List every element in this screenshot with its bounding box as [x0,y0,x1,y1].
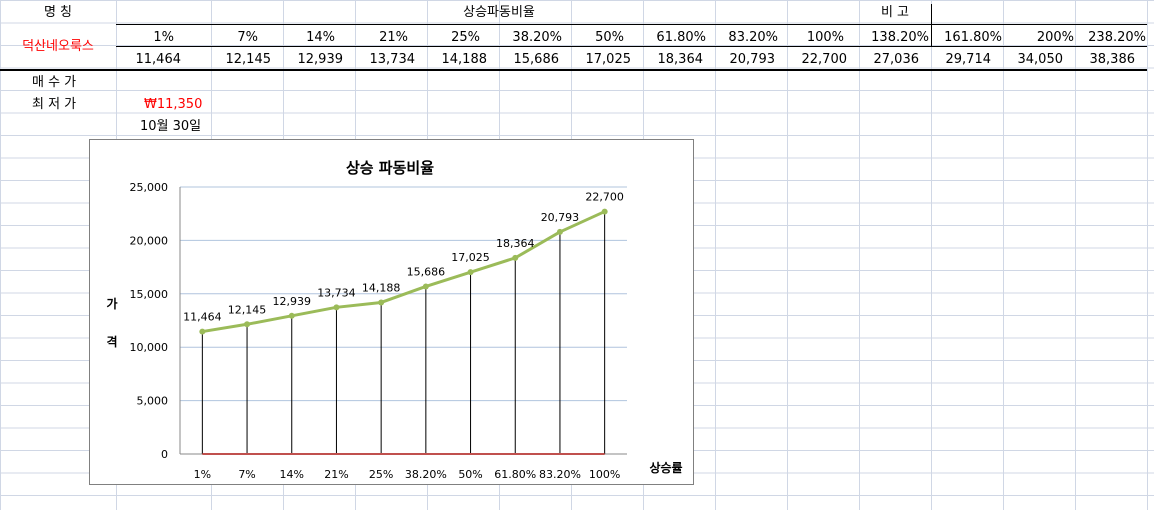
note-border [931,4,932,46]
ratio-cell[interactable]: 50% [595,30,624,45]
price-cell[interactable]: 22,700 [801,52,848,67]
ratio-cell[interactable]: 83.20% [728,30,778,45]
chart-title: 상승 파동비율 [346,159,434,177]
price-cell[interactable]: 29,714 [945,52,992,67]
ratio-cell[interactable]: 14% [306,30,335,45]
data-label: 12,145 [228,303,266,316]
price-cell[interactable]: 34,050 [1017,52,1064,67]
data-point [556,228,563,235]
y-tick-label: 15,000 [130,288,169,301]
ratio-cell[interactable]: 138.20% [871,30,929,45]
series-line [202,210,606,334]
line-chart: 상승 파동비율 0 5,000 10,000 15,000 20,000 25,000 가격상… [106,159,682,481]
data-label: 13,734 [317,286,356,299]
data-label: 11,464 [183,311,222,324]
data-label: 20,793 [541,211,580,224]
price-cell[interactable]: 12,939 [297,52,344,67]
x-tick-label: 50% [458,468,482,481]
x-tick-label: 7% [238,468,255,481]
price-cell[interactable]: 20,793 [729,52,776,67]
y-tick-label: 20,000 [130,234,169,247]
x-tick-label: 61.80% [494,468,536,481]
data-point [512,254,519,261]
data-point [333,304,340,311]
ratio-cell[interactable]: 200% [1036,30,1074,45]
buy-price-label[interactable]: 매 수 가 [32,75,77,90]
price-cell[interactable]: 18,364 [657,52,704,67]
data-label: 18,364 [496,237,535,250]
y-tick-label: 10,000 [130,341,169,354]
price-cell[interactable]: 15,686 [513,52,560,67]
name-header[interactable]: 명 칭 [43,5,73,20]
x-axis-label: 상승률 [649,460,682,475]
ratio-cell[interactable]: 61.80% [656,30,706,45]
y-tick-label: 0 [161,448,168,461]
ratio-cell[interactable]: 21% [379,30,408,45]
data-point [422,283,429,290]
ratio-title-header[interactable]: 상승파동비율 [463,5,535,20]
note-header[interactable]: 비 고 [880,5,910,20]
data-point [244,321,251,328]
data-point [601,208,608,215]
data-point [378,299,385,306]
ratio-cell[interactable]: 38.20% [512,30,562,45]
stock-name[interactable]: 덕산네오룩스 [22,39,94,54]
data-label: 14,188 [362,281,401,294]
y-tick-label: 5,000 [137,395,169,408]
data-label: 12,939 [273,295,312,308]
x-tick-label: 21% [324,468,348,481]
price-cell[interactable]: 17,025 [585,52,632,67]
price-cell[interactable]: 11,464 [135,52,182,67]
x-tick-label: 38.20% [405,468,447,481]
price-cell[interactable]: 13,734 [369,52,416,67]
ratio-cell[interactable]: 1% [153,30,174,45]
low-price-label[interactable]: 최 저 가 [32,97,77,112]
price-cell[interactable]: 12,145 [225,52,272,67]
low-price-value[interactable]: ₩11,350 [144,97,203,112]
ratio-cell[interactable]: 238.20% [1088,30,1146,45]
data-point [199,328,206,335]
data-label: 17,025 [451,251,490,264]
data-point [288,312,295,319]
ratio-cell[interactable]: 7% [237,30,258,45]
x-tick-label: 83.20% [539,468,581,481]
price-cell[interactable]: 14,188 [441,52,488,67]
y-axis-label-char: 격 [106,334,117,349]
y-tick-label: 25,000 [130,181,169,194]
x-tick-label: 100% [589,468,620,481]
data-point [467,269,474,276]
ratio-cell[interactable]: 100% [806,30,844,45]
data-label: 15,686 [407,265,446,278]
price-cell[interactable]: 27,036 [873,52,920,67]
ratio-cell[interactable]: 25% [451,30,480,45]
data-label: 22,700 [585,191,624,204]
price-cell[interactable]: 38,386 [1089,52,1136,67]
date-value[interactable]: 10월 30일 [140,119,202,134]
y-axis-label-char: 가 [106,296,117,311]
x-tick-label: 1% [194,468,211,481]
x-tick-label: 25% [369,468,393,481]
ratio-cell[interactable]: 161.80% [944,30,1002,45]
x-tick-label: 14% [280,468,304,481]
